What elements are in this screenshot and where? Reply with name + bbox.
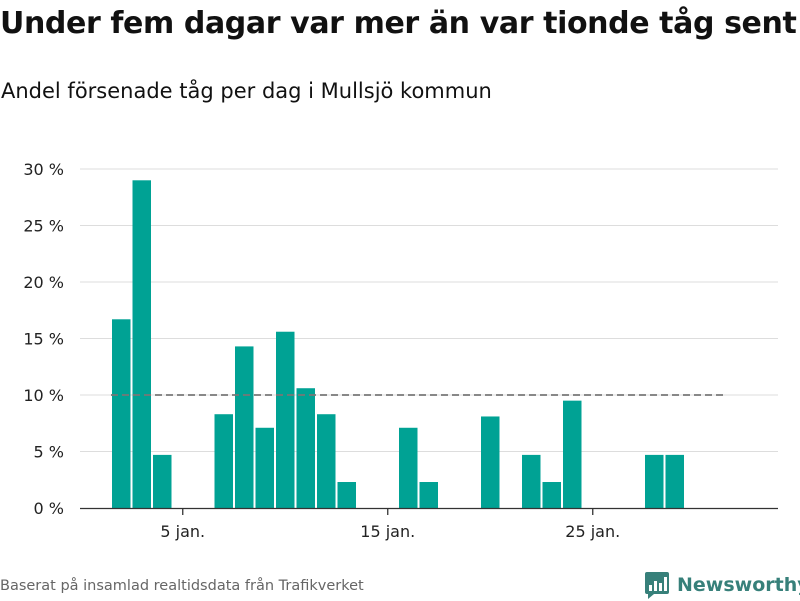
bar xyxy=(112,319,131,508)
bar xyxy=(235,346,254,508)
source-note: Baserat på insamlad realtidsdata från Tr… xyxy=(0,578,364,594)
bar xyxy=(317,414,336,508)
bar xyxy=(481,416,500,508)
bar-series xyxy=(112,180,684,509)
bar xyxy=(419,482,438,508)
y-tick-label: 0 % xyxy=(34,499,64,518)
y-tick-label: 25 % xyxy=(23,217,64,236)
y-tick-label: 10 % xyxy=(23,386,64,405)
y-tick-label: 15 % xyxy=(23,330,64,349)
bar xyxy=(665,454,684,508)
y-gridlines xyxy=(80,168,778,452)
bar xyxy=(337,482,356,508)
bar xyxy=(296,388,315,508)
bar xyxy=(522,454,541,508)
chart-title: Under fem dagar var mer än var tionde tå… xyxy=(0,6,797,41)
newsworthy-logo-icon xyxy=(645,572,669,599)
bar xyxy=(255,427,274,508)
y-tick-label: 30 % xyxy=(23,160,64,179)
brand-name: Newsworthy xyxy=(677,574,800,596)
bar xyxy=(153,454,172,508)
bar-chart: 0 % 5 % 10 % 15 % 20 % 25 % 30 % 5 jan. 15 jan.… xyxy=(23,160,778,541)
bar xyxy=(276,331,295,508)
bar xyxy=(214,414,233,508)
x-axis-ticks: 5 jan. 15 jan. 25 jan. xyxy=(160,508,620,541)
y-axis-tick-labels: 0 % 5 % 10 % 15 % 20 % 25 % 30 % xyxy=(23,160,64,518)
x-tick-label: 5 jan. xyxy=(160,522,205,541)
y-tick-label: 20 % xyxy=(23,273,64,292)
chart-subtitle: Andel försenade tåg per dag i Mullsjö ko… xyxy=(1,79,492,103)
bar xyxy=(132,180,151,509)
bar xyxy=(542,482,561,508)
y-tick-label: 5 % xyxy=(34,443,64,462)
bar xyxy=(563,400,582,508)
bar xyxy=(399,427,418,508)
x-tick-label: 15 jan. xyxy=(360,522,415,541)
brand-logo: Newsworthy xyxy=(644,569,800,601)
bar xyxy=(645,454,664,508)
x-tick-label: 25 jan. xyxy=(565,522,620,541)
